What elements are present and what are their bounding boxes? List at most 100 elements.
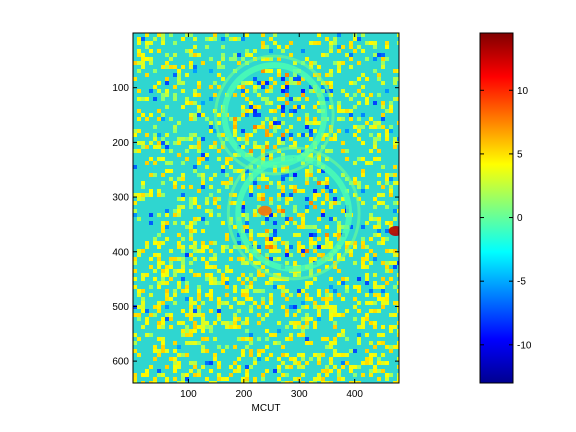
heatmap-cell bbox=[277, 137, 281, 141]
heatmap-cell bbox=[269, 257, 273, 261]
heatmap-cell bbox=[397, 309, 399, 313]
heatmap-cell bbox=[201, 157, 205, 161]
heatmap-cell bbox=[221, 37, 225, 41]
heatmap-cell bbox=[165, 237, 169, 241]
heatmap-cell bbox=[377, 297, 381, 301]
heatmap-cell bbox=[149, 213, 153, 217]
heatmap-cell bbox=[157, 309, 161, 313]
heatmap-cell bbox=[393, 97, 397, 101]
heatmap-cell bbox=[245, 337, 249, 341]
heatmap-cell bbox=[181, 249, 185, 253]
heatmap-cell bbox=[317, 217, 321, 221]
heatmap-cell bbox=[393, 201, 397, 205]
heatmap-cell bbox=[373, 233, 377, 237]
heatmap-cell bbox=[277, 205, 281, 209]
heatmap-cell bbox=[209, 297, 213, 301]
heatmap-cell bbox=[165, 213, 169, 217]
heatmap-cell bbox=[393, 145, 397, 149]
heatmap-cell bbox=[369, 373, 373, 377]
heatmap-cell bbox=[217, 205, 221, 209]
heatmap-cell bbox=[157, 285, 161, 289]
heatmap-cell bbox=[301, 329, 305, 333]
heatmap-cell bbox=[297, 325, 301, 329]
heatmap-cell bbox=[265, 57, 269, 61]
heatmap-cell bbox=[301, 149, 305, 153]
heatmap-cell bbox=[213, 321, 217, 325]
heatmap-cell bbox=[145, 117, 149, 121]
heatmap-cell bbox=[137, 117, 141, 121]
heatmap-cell bbox=[341, 89, 345, 93]
heatmap-cell bbox=[277, 125, 281, 129]
heatmap-cell bbox=[301, 357, 305, 361]
heatmap-cell bbox=[309, 173, 313, 177]
heatmap-cell bbox=[189, 305, 193, 309]
heatmap-cell bbox=[233, 125, 237, 129]
heatmap-cell bbox=[249, 105, 253, 109]
heatmap-cell bbox=[173, 301, 177, 305]
heatmap-cell bbox=[169, 357, 173, 361]
heatmap-cell bbox=[185, 341, 189, 345]
heatmap-cell bbox=[329, 245, 333, 249]
heatmap-cell bbox=[269, 57, 273, 61]
heatmap-cell bbox=[205, 157, 209, 161]
heatmap-cell bbox=[165, 169, 169, 173]
heatmap-cell bbox=[241, 177, 245, 181]
heatmap-cell bbox=[309, 121, 313, 125]
heatmap-cell bbox=[193, 313, 197, 317]
heatmap-cell bbox=[397, 41, 399, 45]
heatmap-cell bbox=[133, 285, 137, 289]
heatmap-cell bbox=[261, 125, 265, 129]
heatmap-cell bbox=[389, 249, 393, 253]
heatmap-cell bbox=[357, 137, 361, 141]
heatmap-cell bbox=[273, 117, 277, 121]
heatmap-cell bbox=[249, 237, 253, 241]
heatmap-cell bbox=[253, 125, 257, 129]
heatmap-cell bbox=[233, 133, 237, 137]
heatmap-cell bbox=[261, 265, 265, 269]
heatmap-cell bbox=[357, 185, 361, 189]
heatmap-cell bbox=[177, 257, 181, 261]
heatmap-cell bbox=[265, 253, 269, 257]
heatmap-cell bbox=[217, 149, 221, 153]
heatmap-cell bbox=[165, 221, 169, 225]
heatmap-cell bbox=[301, 161, 305, 165]
heatmap-cell bbox=[397, 341, 399, 345]
heatmap-cell bbox=[161, 345, 165, 349]
heatmap-cell bbox=[309, 169, 313, 173]
heatmap-cell bbox=[201, 345, 205, 349]
heatmap-cell bbox=[209, 121, 213, 125]
heatmap-cell bbox=[149, 313, 153, 317]
heatmap-cell bbox=[165, 209, 169, 213]
heatmap-cell bbox=[253, 213, 257, 217]
heatmap-cell bbox=[225, 161, 229, 165]
heatmap-cell bbox=[353, 373, 357, 377]
heatmap-cell bbox=[309, 89, 313, 93]
heatmap-cell bbox=[245, 377, 249, 381]
heatmap-cell bbox=[289, 337, 293, 341]
heatmap-cell bbox=[329, 357, 333, 361]
heatmap-cell bbox=[233, 345, 237, 349]
heatmap-cell bbox=[149, 157, 153, 161]
heatmap-cell bbox=[321, 381, 325, 383]
heatmap-cell bbox=[165, 133, 169, 137]
heatmap-cell bbox=[165, 93, 169, 97]
heatmap-cell bbox=[209, 249, 213, 253]
heatmap-cell bbox=[345, 129, 349, 133]
heatmap-cell bbox=[281, 85, 285, 89]
heatmap-cell bbox=[209, 213, 213, 217]
heatmap-cell bbox=[357, 89, 361, 93]
heatmap-cell bbox=[377, 201, 381, 205]
heatmap-cell bbox=[385, 297, 389, 301]
heatmap-cell bbox=[313, 61, 317, 65]
heatmap-cell bbox=[189, 253, 193, 257]
heatmap-cell bbox=[137, 293, 141, 297]
heatmap-cell bbox=[245, 141, 249, 145]
heatmap-cell bbox=[213, 201, 217, 205]
heatmap-cell bbox=[173, 365, 177, 369]
heatmap-cell bbox=[349, 81, 353, 85]
heatmap-cell bbox=[373, 257, 377, 261]
heatmap-cell bbox=[305, 209, 309, 213]
heatmap-cell bbox=[185, 137, 189, 141]
heatmap-cell bbox=[381, 333, 385, 337]
heatmap-cell bbox=[269, 181, 273, 185]
